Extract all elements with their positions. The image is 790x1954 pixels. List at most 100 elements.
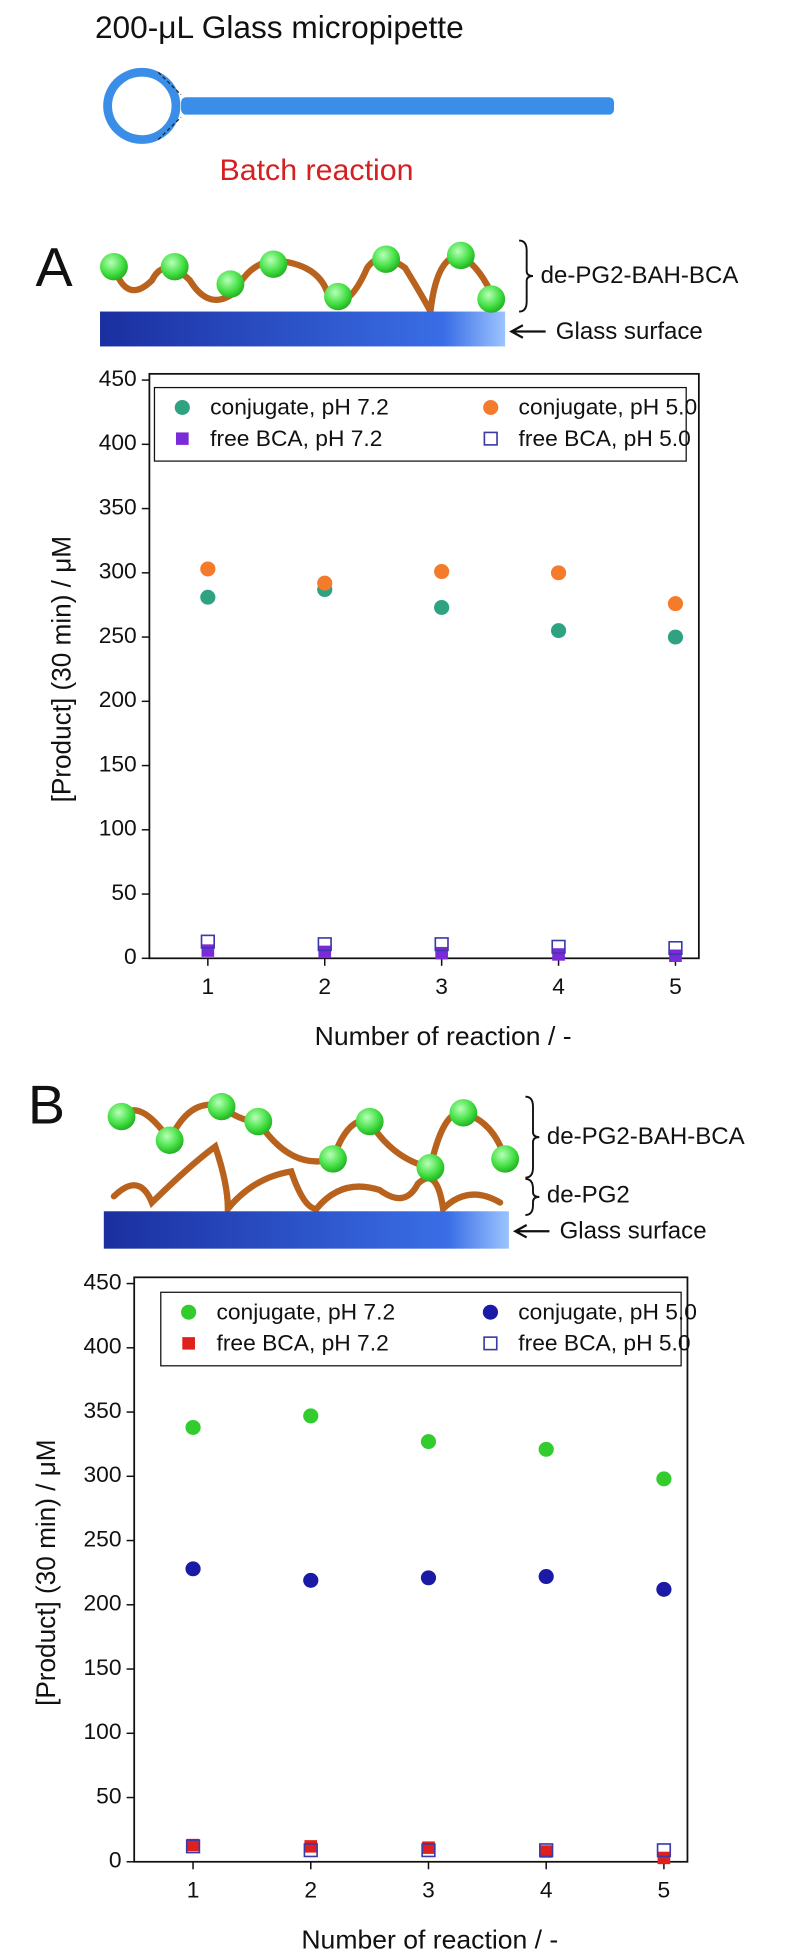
- y-tick-label: 300: [84, 1462, 122, 1487]
- point: [303, 1843, 318, 1858]
- y-tick-label: 0: [109, 1848, 122, 1873]
- point: [200, 934, 215, 949]
- bead: [446, 241, 475, 270]
- y-tick-label: 450: [99, 366, 137, 391]
- point: [421, 1843, 436, 1858]
- point: [668, 940, 683, 956]
- layer-label: de-PG2-BAH-BCA: [547, 1123, 745, 1150]
- point: [550, 623, 567, 639]
- legend-label: conjugate, pH 7.2: [216, 1300, 395, 1325]
- y-tick-label: 100: [99, 816, 137, 841]
- bead: [449, 1099, 478, 1127]
- y-tick-label: 200: [99, 687, 137, 712]
- surface-label: Glass surface: [556, 318, 703, 345]
- legend-marker: [483, 431, 498, 446]
- legend-marker: [483, 1336, 498, 1351]
- point: [656, 1471, 672, 1487]
- y-tick-label: 250: [84, 1527, 122, 1552]
- x-tick-label: 1: [187, 1878, 200, 1903]
- bead: [216, 270, 245, 298]
- arrow: [509, 324, 546, 339]
- brace: [525, 1177, 540, 1216]
- legend-marker: [181, 1304, 197, 1320]
- point: [186, 1838, 200, 1852]
- point: [303, 1408, 319, 1424]
- glass-surface: [103, 1211, 509, 1249]
- point: [667, 629, 684, 645]
- arrow: [512, 1224, 550, 1239]
- point: [317, 937, 332, 952]
- y-tick-label: 50: [111, 880, 136, 905]
- y-tick-label: 450: [84, 1270, 122, 1295]
- x-tick-label: 4: [552, 974, 565, 999]
- point: [669, 949, 682, 962]
- bead: [319, 1145, 347, 1173]
- legend-label: free BCA, pH 5.0: [518, 1331, 690, 1356]
- point: [420, 1570, 437, 1586]
- point: [185, 1419, 201, 1435]
- point: [200, 589, 216, 605]
- point: [667, 596, 684, 612]
- legend-marker: [182, 1337, 195, 1350]
- y-tick-label: 150: [84, 1655, 122, 1680]
- bead: [259, 250, 288, 278]
- legend-marker: [483, 400, 499, 415]
- y-tick-label: 50: [96, 1784, 121, 1809]
- y-tick-label: 150: [99, 752, 137, 777]
- bead: [100, 252, 128, 281]
- plot-frame: [133, 1276, 689, 1863]
- x-tick-label: 4: [540, 1878, 553, 1903]
- legend-label: conjugate, pH 5.0: [519, 395, 698, 420]
- bead: [324, 282, 352, 311]
- legend-marker: [175, 432, 189, 445]
- point: [434, 937, 449, 952]
- layer-label: de-PG2: [547, 1182, 630, 1209]
- polymer-chain: [110, 1101, 509, 1218]
- bead: [491, 1145, 520, 1173]
- panel-label: B: [28, 1074, 65, 1136]
- point: [434, 564, 450, 580]
- legend-label: free BCA, pH 7.2: [210, 426, 382, 451]
- x-axis-title: Number of reaction / -: [301, 1925, 558, 1954]
- bead: [107, 1102, 136, 1131]
- legend-marker: [482, 1304, 499, 1320]
- point: [656, 1581, 672, 1597]
- point: [539, 1845, 553, 1858]
- x-axis-title: Number of reaction / -: [315, 1021, 572, 1051]
- point: [201, 944, 215, 957]
- point: [435, 946, 448, 960]
- y-tick-label: 0: [124, 944, 137, 969]
- legend-box: [153, 386, 687, 462]
- figure-title: 200-μL Glass micropipette: [95, 10, 464, 45]
- bead: [372, 245, 401, 273]
- point: [420, 1434, 437, 1450]
- bead: [416, 1153, 445, 1182]
- point: [200, 561, 216, 577]
- point: [434, 600, 450, 615]
- legend-label: conjugate, pH 5.0: [518, 1300, 697, 1325]
- x-tick-label: 2: [304, 1878, 317, 1903]
- point: [656, 1843, 672, 1858]
- bead: [355, 1107, 384, 1136]
- point: [185, 1839, 201, 1854]
- y-tick-label: 250: [99, 623, 137, 648]
- x-tick-label: 5: [658, 1878, 671, 1903]
- point: [303, 1572, 319, 1588]
- point: [317, 575, 333, 591]
- x-tick-label: 3: [435, 974, 448, 999]
- point: [318, 945, 332, 959]
- x-tick-label: 3: [422, 1878, 435, 1903]
- plot-frame: [148, 372, 700, 960]
- legend-label: free BCA, pH 5.0: [519, 426, 691, 451]
- x-tick-label: 2: [318, 974, 331, 999]
- y-axis-title: [Product] (30 min) / μM: [46, 536, 76, 802]
- brace: [525, 1095, 540, 1179]
- point: [539, 1843, 554, 1858]
- caption: Batch reaction: [219, 154, 413, 187]
- bead: [160, 252, 189, 281]
- y-tick-label: 350: [84, 1398, 122, 1423]
- point: [304, 1840, 318, 1853]
